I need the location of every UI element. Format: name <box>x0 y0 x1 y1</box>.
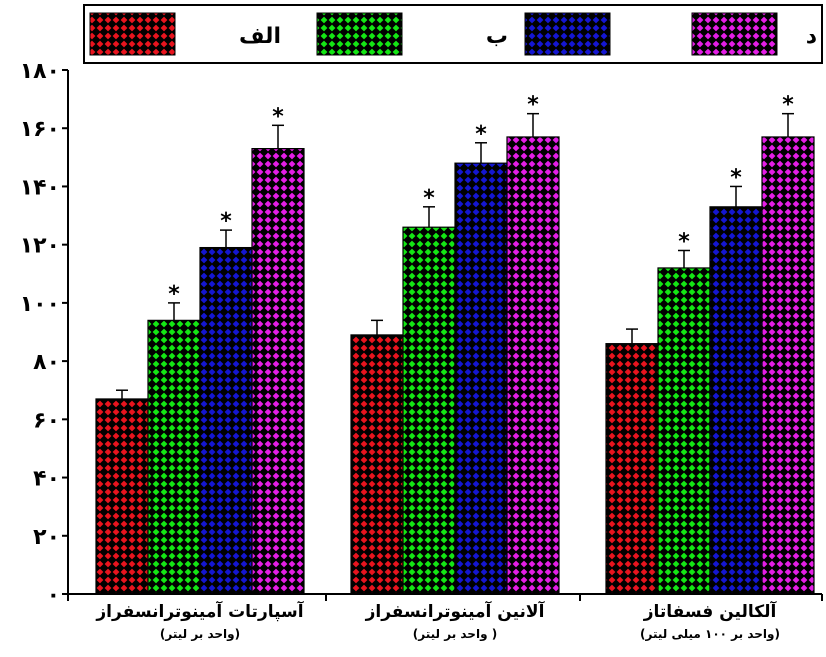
axes: ۰ ۲۰ ۴۰ ۶۰ ۸۰ ۱۰۰ ۱۲۰ ۱۴۰ ۱۶۰ ۱۸۰ <box>20 59 823 608</box>
error-bar <box>626 328 638 344</box>
error-bar <box>272 124 284 149</box>
category-label: آلانین آمینوترانسفراز <box>365 600 546 622</box>
legend-label: الف <box>239 24 281 49</box>
bar <box>454 162 508 595</box>
legend-swatch <box>316 12 403 56</box>
category-label: آلکالین فسفاتاز <box>643 600 778 622</box>
category-sublabel: (واحد بر لیتر) <box>160 627 240 642</box>
legend-swatch <box>524 12 611 56</box>
x-axis-labels: آسپارتات آمینوترانسفراز (واحد بر لیتر) آلا… <box>95 600 780 642</box>
bar <box>506 136 560 595</box>
significance-star: * <box>423 186 435 211</box>
error-bar <box>371 319 383 335</box>
error-bar <box>782 112 794 137</box>
y-tick-label: ۱۲۰ <box>20 234 60 259</box>
y-tick-label: ۲۰ <box>33 525 60 550</box>
error-bar <box>168 302 180 321</box>
bar <box>657 267 711 595</box>
bar <box>761 136 815 595</box>
bar <box>199 246 253 595</box>
category-sublabel: (واحد بر ۱۰۰ میلی لیتر) <box>640 627 780 642</box>
y-tick-label: ۱۴۰ <box>20 175 60 200</box>
y-tick-label: ۴۰ <box>33 467 60 492</box>
legend-item: ب <box>316 12 508 56</box>
legend-item: الف <box>89 12 281 56</box>
bars <box>95 136 815 595</box>
bar <box>251 148 305 595</box>
legend-item: د <box>691 12 817 56</box>
bar <box>402 226 456 595</box>
y-tick-label: ۰ <box>47 583 60 608</box>
significance-star: * <box>475 122 487 147</box>
error-bar <box>527 112 539 137</box>
error-bars <box>116 112 794 399</box>
category-label: آسپارتات آمینوترانسفراز <box>95 600 304 622</box>
bar <box>95 398 149 595</box>
error-bar <box>220 229 232 248</box>
significance-star: * <box>272 104 284 129</box>
legend-swatch <box>691 12 778 56</box>
significance-star: * <box>220 209 232 234</box>
bar <box>605 343 659 595</box>
significance-star: * <box>678 229 690 254</box>
significance-star: * <box>782 93 794 118</box>
legend-swatch <box>89 12 176 56</box>
y-tick-label: ۶۰ <box>33 408 60 433</box>
bar <box>709 206 763 595</box>
significance-star: * <box>168 282 180 307</box>
bar <box>350 334 404 595</box>
category-sublabel: ( واحد بر لیتر) <box>413 627 497 642</box>
error-bar <box>116 389 128 399</box>
significance-markers: * * * * * * * * * <box>168 93 794 307</box>
legend-label: ب <box>486 24 508 49</box>
significance-star: * <box>730 165 742 190</box>
y-tick-label: ۸۰ <box>33 350 60 375</box>
legend-label: د <box>806 24 817 49</box>
bar <box>147 319 201 595</box>
error-bar <box>730 185 742 207</box>
error-bar <box>475 142 487 164</box>
significance-star: * <box>527 93 539 118</box>
error-bar <box>423 206 435 228</box>
error-bar <box>678 249 690 268</box>
y-tick-label: ۱۸۰ <box>20 59 60 84</box>
y-tick-label: ۱۰۰ <box>20 292 60 317</box>
legend: الفبجد <box>83 4 823 64</box>
y-tick-label: ۱۶۰ <box>20 117 60 142</box>
